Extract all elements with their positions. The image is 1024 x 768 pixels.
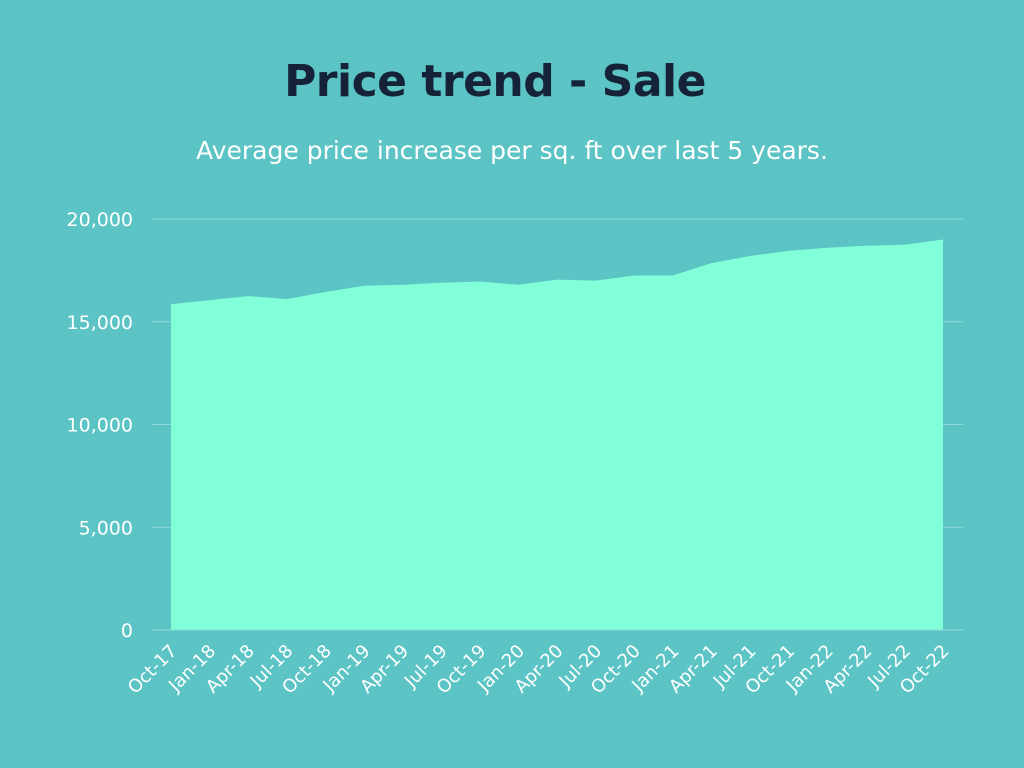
area-series — [171, 239, 943, 631]
chart-title: Price trend - Sale — [284, 56, 706, 107]
y-tick-label: 20,000 — [67, 209, 133, 231]
x-axis: Oct-17Jan-18Apr-18Jul-18Oct-18Jan-19Apr-… — [124, 629, 963, 698]
y-tick-label: 5,000 — [79, 517, 133, 539]
y-tick-label: 0 — [121, 620, 133, 642]
chart-subtitle: Average price increase per sq. ft over l… — [196, 136, 828, 165]
y-tick-label: 10,000 — [67, 415, 133, 437]
y-tick-label: 15,000 — [67, 312, 133, 334]
y-axis: 0 5,000 10,000 15,000 20,000 — [67, 209, 133, 642]
